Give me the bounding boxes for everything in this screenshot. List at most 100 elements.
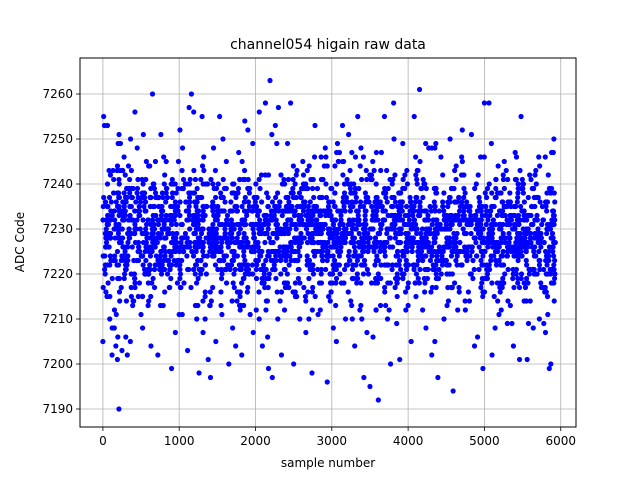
data-point bbox=[391, 136, 397, 142]
data-point bbox=[114, 248, 121, 255]
data-point bbox=[300, 208, 307, 214]
data-point bbox=[312, 253, 318, 259]
data-point bbox=[435, 257, 441, 264]
data-point bbox=[477, 235, 483, 241]
data-point bbox=[222, 199, 228, 205]
data-point bbox=[421, 244, 427, 250]
data-point bbox=[261, 221, 267, 228]
data-point bbox=[134, 190, 140, 196]
data-point bbox=[415, 208, 421, 214]
data-point bbox=[354, 271, 360, 277]
data-point bbox=[105, 212, 111, 219]
data-point bbox=[290, 185, 296, 192]
data-point bbox=[534, 271, 540, 277]
data-point bbox=[155, 221, 162, 228]
data-point bbox=[325, 203, 332, 210]
data-point bbox=[139, 253, 145, 259]
data-point bbox=[296, 190, 303, 196]
data-point bbox=[397, 212, 403, 219]
data-point bbox=[117, 226, 123, 232]
data-point bbox=[416, 244, 422, 250]
data-point bbox=[544, 208, 550, 214]
data-point bbox=[315, 239, 322, 246]
data-point bbox=[229, 208, 235, 214]
data-point bbox=[512, 248, 518, 255]
data-point bbox=[447, 212, 453, 219]
data-point bbox=[263, 266, 269, 273]
data-point bbox=[161, 244, 167, 250]
data-point bbox=[150, 221, 156, 228]
data-point bbox=[151, 239, 157, 246]
data-point bbox=[357, 307, 363, 313]
data-point bbox=[348, 230, 355, 237]
data-point bbox=[322, 145, 328, 151]
data-point bbox=[382, 284, 388, 291]
data-point bbox=[273, 217, 279, 223]
data-point bbox=[193, 226, 199, 232]
data-point bbox=[116, 203, 122, 210]
data-point bbox=[211, 230, 217, 237]
data-point bbox=[145, 302, 151, 309]
data-point bbox=[161, 181, 167, 187]
data-point bbox=[360, 203, 367, 210]
data-point bbox=[305, 230, 311, 237]
data-point bbox=[359, 262, 365, 268]
data-point bbox=[250, 226, 256, 232]
data-point bbox=[147, 262, 153, 268]
data-point bbox=[282, 244, 288, 250]
data-point bbox=[331, 262, 337, 268]
data-point bbox=[469, 217, 475, 223]
data-point bbox=[164, 226, 170, 232]
data-point bbox=[404, 167, 410, 174]
data-point bbox=[404, 181, 411, 187]
data-point bbox=[278, 352, 285, 358]
data-point bbox=[360, 154, 367, 160]
data-point bbox=[152, 190, 159, 196]
data-point bbox=[264, 217, 270, 223]
data-point bbox=[262, 100, 269, 106]
data-point bbox=[112, 257, 118, 264]
data-point bbox=[503, 167, 509, 174]
data-point bbox=[359, 316, 365, 322]
data-point bbox=[323, 208, 330, 214]
data-point bbox=[453, 257, 459, 264]
data-point bbox=[162, 253, 168, 259]
data-point bbox=[408, 338, 414, 345]
data-point bbox=[162, 248, 169, 255]
data-point bbox=[201, 154, 207, 160]
data-point bbox=[506, 230, 512, 237]
data-point bbox=[293, 257, 300, 264]
data-point bbox=[229, 230, 235, 237]
data-point bbox=[242, 194, 248, 201]
data-point bbox=[118, 284, 124, 291]
data-point bbox=[330, 253, 336, 259]
data-point bbox=[515, 257, 521, 264]
data-point bbox=[106, 167, 112, 174]
data-point bbox=[328, 212, 334, 219]
data-point bbox=[513, 154, 520, 160]
data-point bbox=[462, 298, 468, 304]
data-point bbox=[416, 280, 422, 286]
data-point bbox=[279, 181, 286, 187]
data-point bbox=[399, 217, 406, 223]
data-point bbox=[158, 131, 164, 138]
data-point bbox=[151, 284, 158, 291]
data-point bbox=[210, 221, 216, 228]
data-point bbox=[130, 302, 136, 309]
data-point bbox=[529, 185, 535, 192]
data-point bbox=[514, 199, 520, 205]
data-point bbox=[531, 248, 537, 255]
data-point bbox=[147, 235, 153, 241]
data-point bbox=[482, 190, 488, 196]
data-point bbox=[414, 226, 420, 232]
data-point bbox=[193, 217, 199, 223]
data-point bbox=[392, 235, 398, 241]
data-point bbox=[304, 239, 311, 246]
data-point bbox=[448, 185, 455, 192]
data-point bbox=[450, 248, 456, 255]
data-point bbox=[212, 262, 219, 268]
data-point bbox=[502, 239, 508, 246]
data-point bbox=[379, 221, 385, 228]
data-point bbox=[180, 176, 187, 183]
